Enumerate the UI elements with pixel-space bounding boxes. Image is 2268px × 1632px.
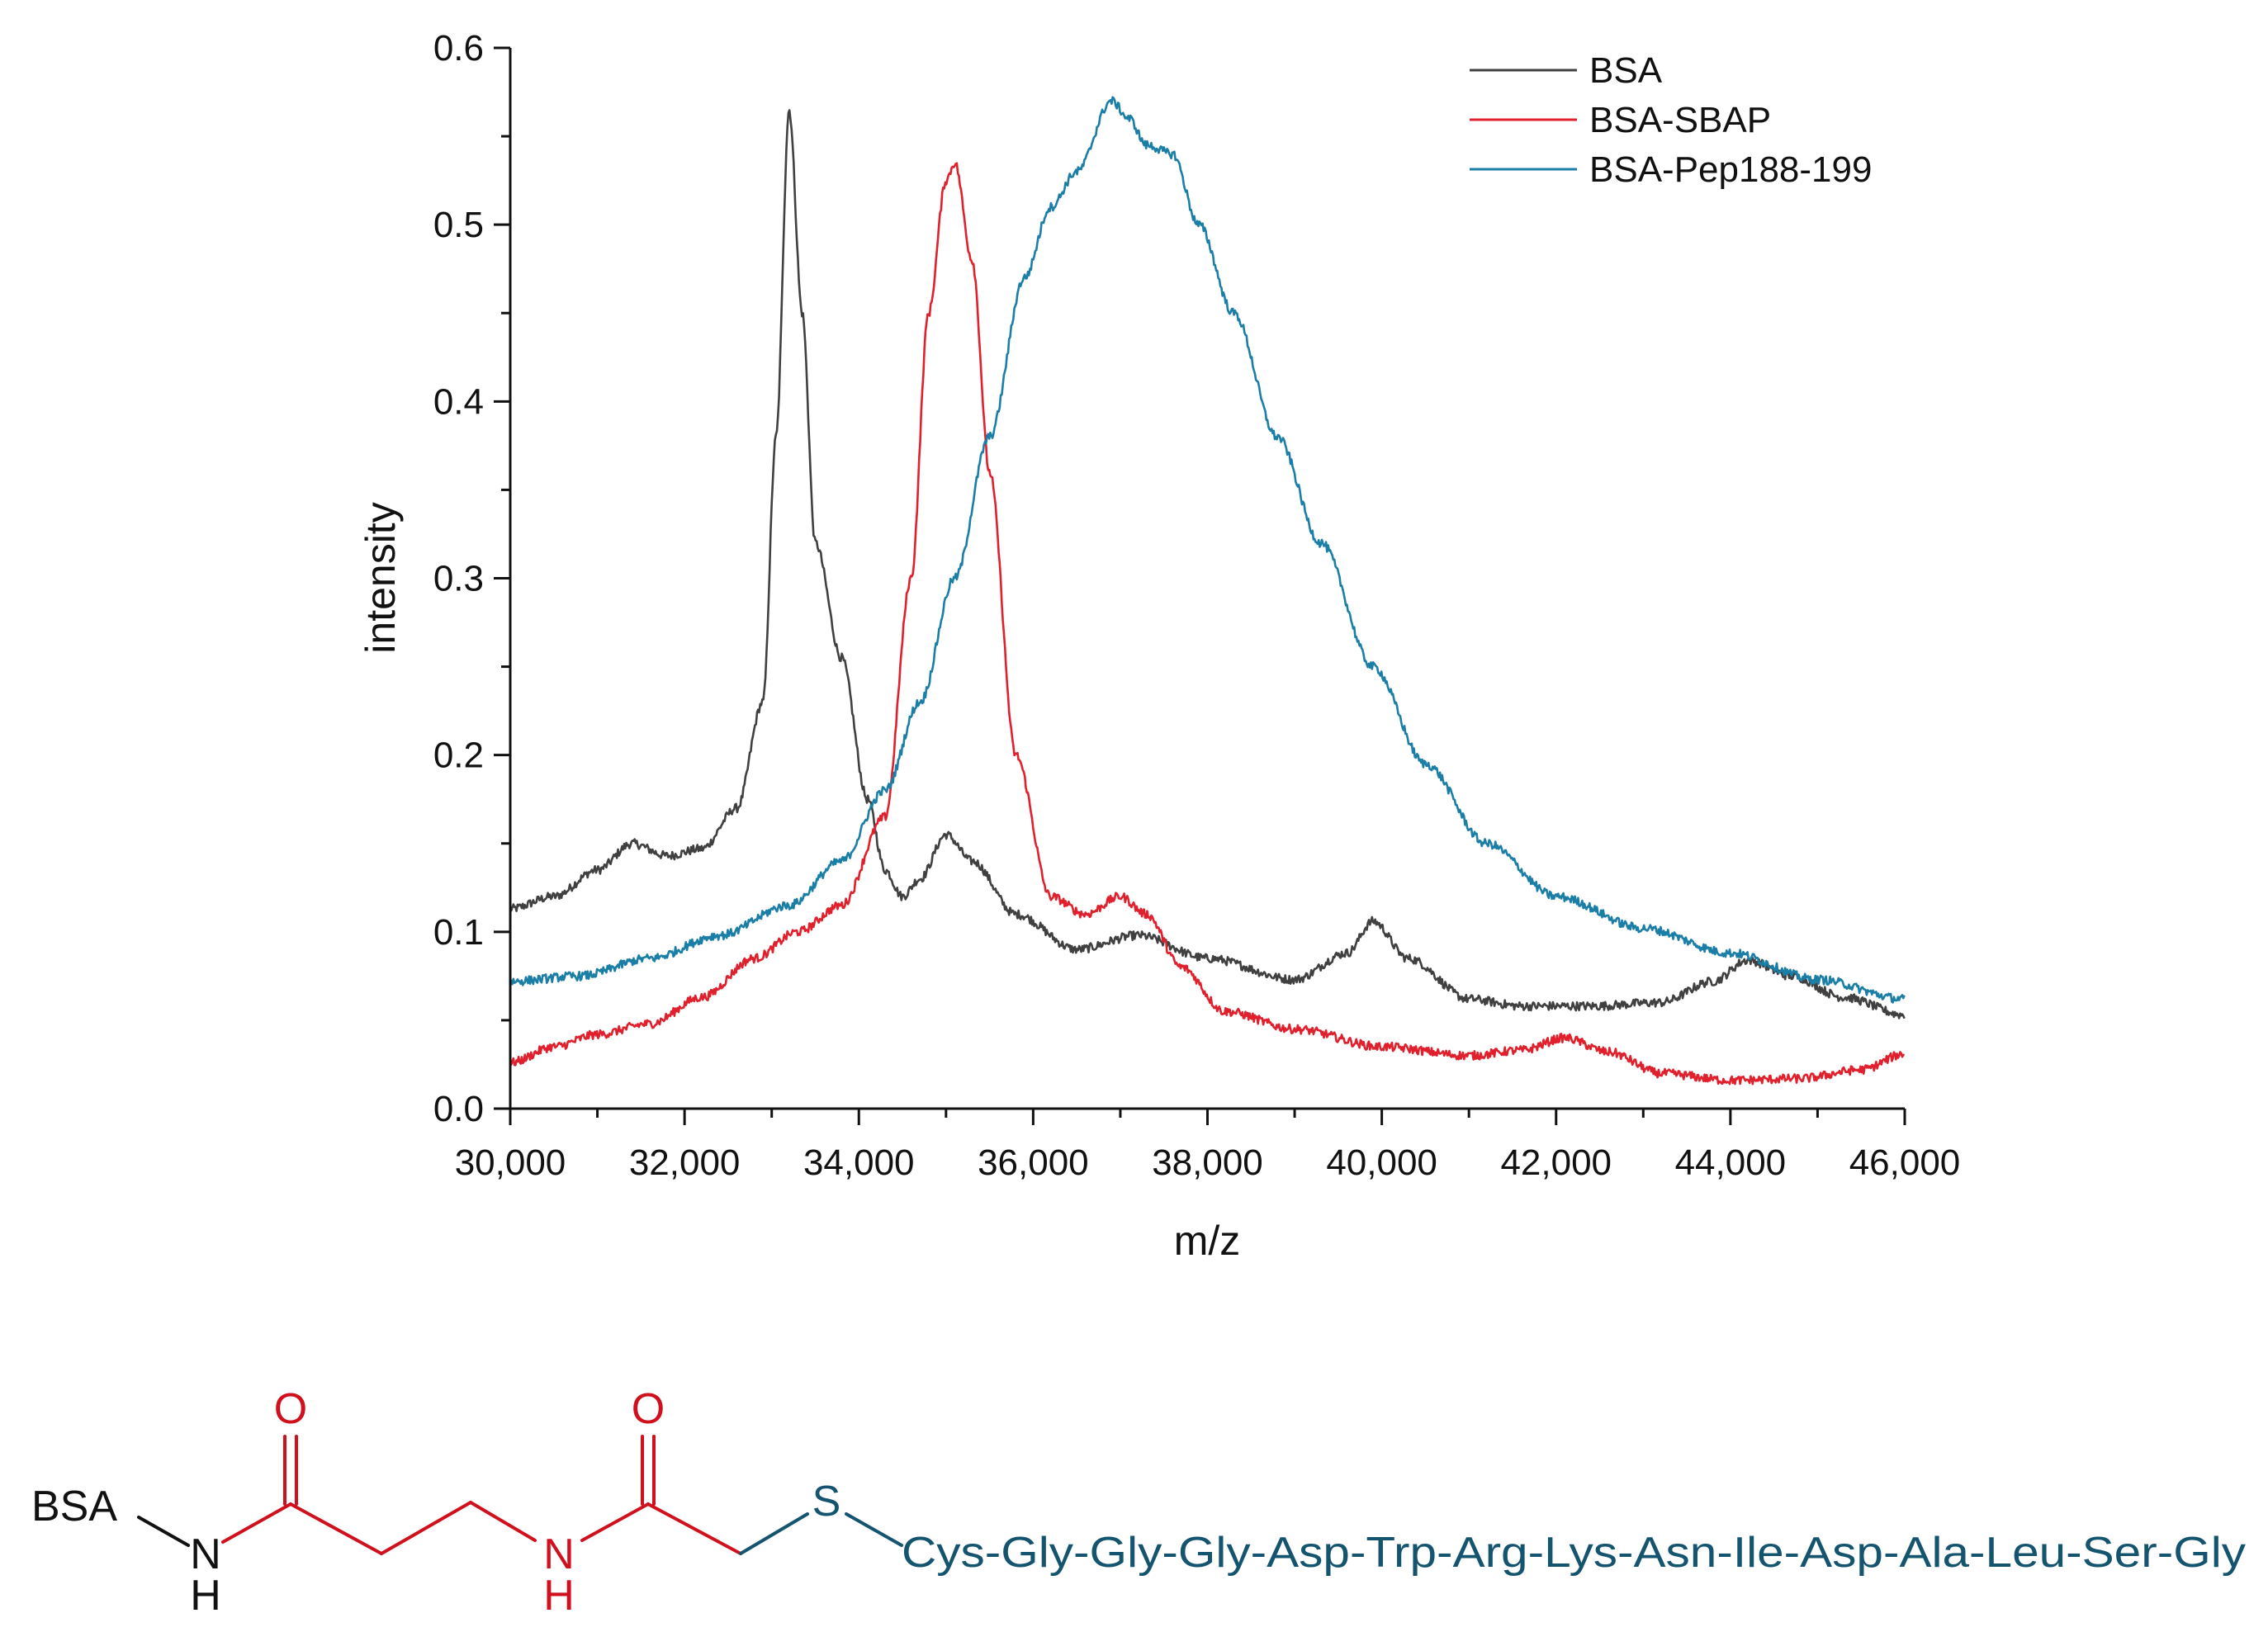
legend-label: BSA <box>1589 50 1663 91</box>
amide-h-label-2: H <box>543 1572 575 1620</box>
y-ticks: 0.0 0.1 0.2 0.3 0.4 0.5 0.6 <box>433 28 510 1129</box>
x-tick-label: 44,000 <box>1675 1142 1787 1183</box>
x-tick-label: 42,000 <box>1500 1142 1612 1183</box>
x-tick-label: 34,000 <box>803 1142 915 1183</box>
amide-h-label-1: H <box>190 1572 221 1620</box>
y-tick-label: 0.3 <box>433 559 484 599</box>
y-tick-label: 0.5 <box>433 205 484 245</box>
axes <box>509 48 1905 1110</box>
x-axis-title: m/z <box>1174 1218 1241 1264</box>
x-tick-label: 38,000 <box>1152 1142 1263 1183</box>
chain-bond-1 <box>289 1502 383 1555</box>
legend-label: BSA-Pep188-199 <box>1589 149 1872 190</box>
carbonyl-o-label-1: O <box>274 1385 307 1433</box>
series-line-bsa-sbap <box>509 162 1905 1086</box>
n-carbonyl-bond <box>221 1502 292 1544</box>
x-ticks: 30,000 32,000 34,000 36,000 38,000 40,000 42,0… <box>455 1109 1961 1183</box>
legend: BSA BSA-SBAP BSA-Pep188-199 <box>1470 50 1872 190</box>
sulfur-label: S <box>812 1478 841 1526</box>
legend-label: BSA-SBAP <box>1589 100 1771 140</box>
y-axis-title: intensity <box>357 502 404 653</box>
bsa-n-bond <box>137 1516 190 1547</box>
series-layer <box>509 96 1906 1086</box>
series-line-bsa <box>509 109 1906 1019</box>
carbonyl-ch2-bond <box>646 1502 742 1555</box>
chain-bond-2 <box>380 1501 472 1555</box>
mass-spectrum-chart: 30,000 32,000 34,000 36,000 38,000 40,000 42,0… <box>357 28 1960 1264</box>
series-line-bsa-pep188-199 <box>509 96 1906 1004</box>
s-cys-bond <box>845 1512 903 1547</box>
chain-bond-3 <box>469 1501 537 1542</box>
y-tick-label: 0.0 <box>433 1089 484 1129</box>
x-tick-label: 30,000 <box>455 1142 566 1183</box>
x-tick-label: 40,000 <box>1326 1142 1437 1183</box>
y-tick-label: 0.2 <box>433 736 484 776</box>
y-tick-label: 0.6 <box>433 28 484 69</box>
y-tick-label: 0.1 <box>433 912 484 953</box>
peptide-sequence: Cys-Gly-Gly-Gly-Asp-Trp-Arg-Lys-Asn-Ile-… <box>902 1529 2246 1577</box>
x-tick-label: 32,000 <box>629 1142 741 1183</box>
ch2-s-bond <box>739 1512 809 1555</box>
n-carbonyl-bond-2 <box>580 1502 650 1542</box>
x-tick-label: 46,000 <box>1849 1142 1961 1183</box>
amide-n-label-1: N <box>190 1530 221 1578</box>
carbonyl-o-label-2: O <box>632 1385 665 1433</box>
x-tick-label: 36,000 <box>978 1142 1089 1183</box>
y-tick-label: 0.4 <box>433 381 484 422</box>
amide-n-label-2: N <box>543 1530 575 1578</box>
chemical-structure: BSA N H O N H O S Cys-Gly-Gly-Gly-Asp-Tr… <box>31 1385 2246 1620</box>
bsa-label: BSA <box>31 1483 117 1530</box>
